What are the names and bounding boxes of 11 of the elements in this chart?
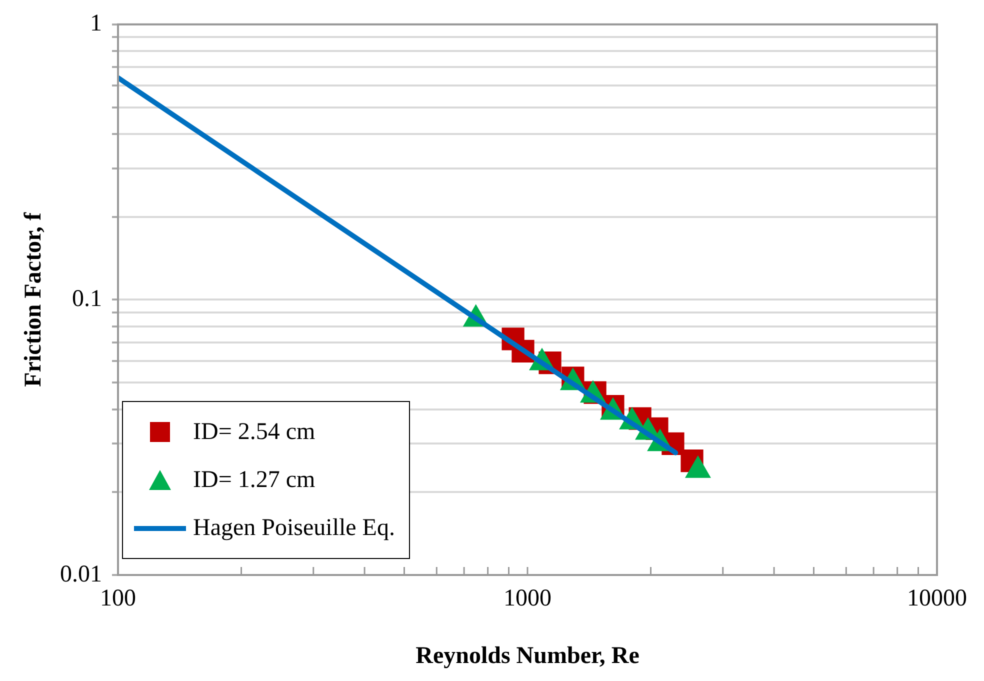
x-tick-label: 1000 <box>504 586 552 612</box>
y-tick-label: 1 <box>90 10 102 37</box>
legend-label: ID= 1.27 cm <box>193 466 316 494</box>
x-tick-label: 10000 <box>907 586 967 612</box>
x-axis-title: Reynolds Number, Re <box>416 642 640 669</box>
x-tick-label: 100 <box>100 586 136 612</box>
y-tick-label: 0.1 <box>72 286 102 312</box>
y-tick-label: 0.01 <box>60 561 102 588</box>
legend-label: ID= 2.54 cm <box>193 418 316 446</box>
y-axis-title: Friction Factor, f <box>20 212 47 387</box>
legend-label: Hagen Poiseuille Eq. <box>193 514 395 542</box>
